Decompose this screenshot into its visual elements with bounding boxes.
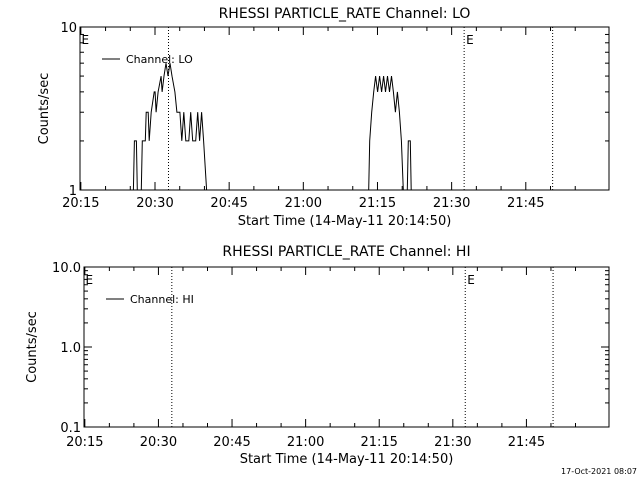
x-tick-label: 21:30 <box>434 435 471 450</box>
event-marker-label: E <box>81 33 89 47</box>
x-tick-label: 21:45 <box>508 435 545 450</box>
y-tick-label: 10.0 <box>52 261 81 276</box>
series-line-channel-lo <box>132 63 412 191</box>
event-marker-label: E <box>466 33 474 47</box>
chart-title: RHESSI PARTICLE_RATE Channel: HI <box>222 244 470 260</box>
x-axis-label: Start Time (14-May-11 20:14:50) <box>238 214 452 229</box>
x-tick-label: 20:15 <box>62 196 99 211</box>
legend-label: Channel: LO <box>126 53 193 66</box>
x-tick-label: 20:30 <box>140 435 177 450</box>
x-tick-label: 21:15 <box>360 435 397 450</box>
x-tick-label: 21:00 <box>287 435 324 450</box>
y-axis-label: Counts/sec <box>25 311 40 383</box>
y-tick-label: 1 <box>69 184 77 199</box>
x-tick-label: 20:45 <box>213 435 250 450</box>
y-tick-label: 10 <box>60 21 77 36</box>
event-marker-label: E <box>85 273 93 287</box>
event-marker-label: E <box>467 273 475 287</box>
chart-title: RHESSI PARTICLE_RATE Channel: LO <box>219 6 471 22</box>
footer-timestamp: 17-Oct-2021 08:07 <box>561 467 637 476</box>
x-tick-label: 21:45 <box>507 196 544 211</box>
x-tick-label: 20:30 <box>136 196 173 211</box>
plot-frame <box>83 266 610 428</box>
y-axis-label: Counts/sec <box>37 73 52 145</box>
x-tick-label: 21:15 <box>359 196 396 211</box>
y-tick-label: 1.0 <box>60 341 81 356</box>
plot-frame <box>79 26 610 191</box>
x-tick-label: 21:30 <box>433 196 470 211</box>
legend-label: Channel: HI <box>130 293 194 306</box>
x-tick-label: 21:00 <box>285 196 322 211</box>
x-axis-label: Start Time (14-May-11 20:14:50) <box>240 452 454 467</box>
y-tick-label: 0.1 <box>60 421 81 436</box>
x-tick-label: 20:15 <box>66 435 103 450</box>
x-tick-label: 20:45 <box>210 196 247 211</box>
